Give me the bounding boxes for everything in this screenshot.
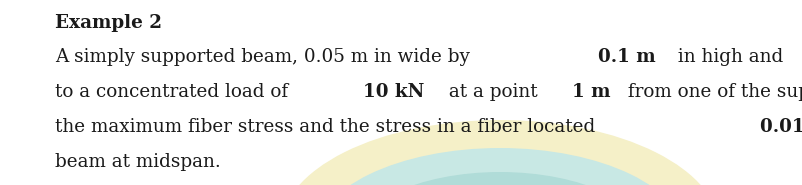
Text: 10 kN: 10 kN [363,83,425,101]
Text: at a point: at a point [443,83,543,101]
Ellipse shape [280,120,720,185]
Text: 0.1 m: 0.1 m [598,48,655,66]
Text: A simply supported beam, 0.05 m in wide by: A simply supported beam, 0.05 m in wide … [55,48,476,66]
Ellipse shape [350,172,650,185]
Text: beam at midspan.: beam at midspan. [55,153,221,171]
Text: in high and: in high and [672,48,789,66]
Text: Example 2: Example 2 [55,14,162,32]
Text: 1 m: 1 m [573,83,611,101]
Text: the maximum fiber stress and the stress in a fiber located: the maximum fiber stress and the stress … [55,118,602,136]
Text: 0.01 m: 0.01 m [759,118,802,136]
Ellipse shape [315,148,685,185]
Text: from one of the supports. Determine: from one of the supports. Determine [622,83,802,101]
Text: to a concentrated load of: to a concentrated load of [55,83,294,101]
